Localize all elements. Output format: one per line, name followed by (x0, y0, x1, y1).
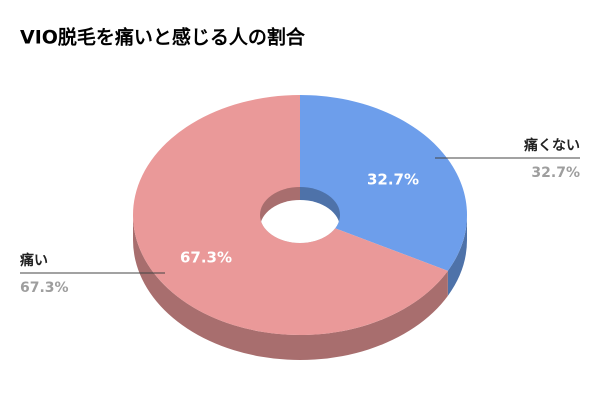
legend-value: 67.3% (20, 280, 69, 296)
slice (300, 95, 467, 271)
chart-title: VIO脱毛を痛いと感じる人の割合 (20, 26, 306, 49)
legend-value: 32.7% (531, 165, 580, 181)
legend-label: 痛くない (523, 137, 580, 154)
slice-side (447, 215, 467, 296)
slice-label: 67.3% (180, 249, 232, 267)
slice-label: 32.7% (367, 171, 419, 189)
slice-side (133, 215, 448, 360)
legend-label: 痛い (19, 252, 48, 269)
